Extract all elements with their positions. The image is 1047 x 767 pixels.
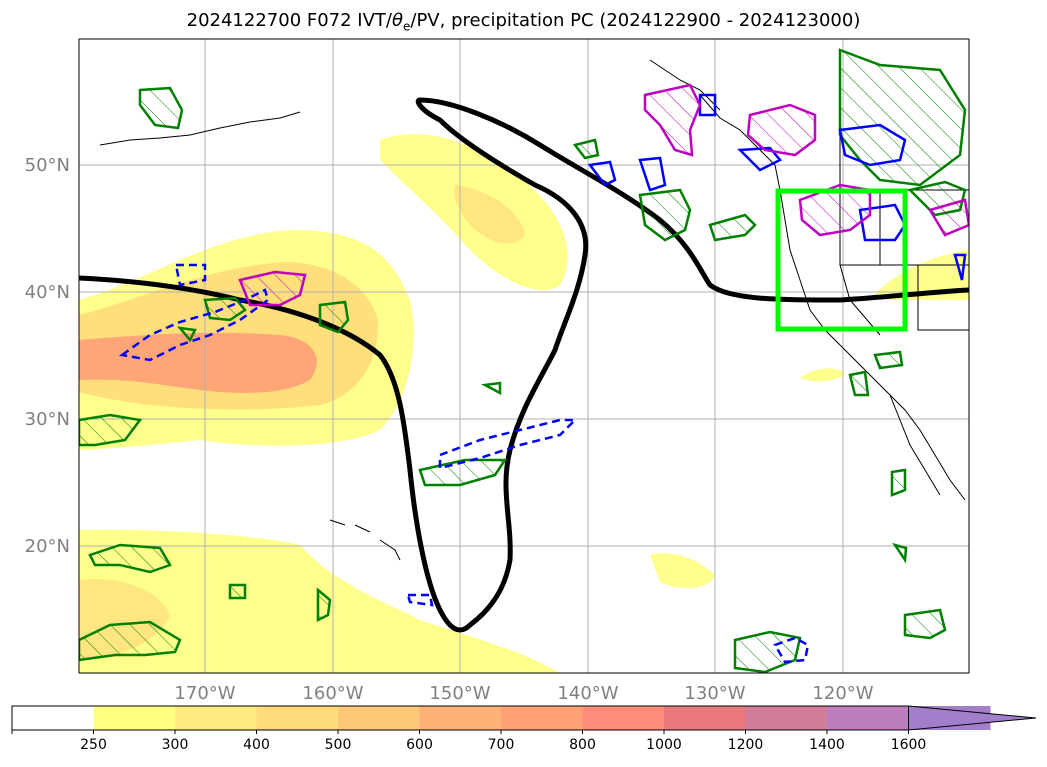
ivt-shading-high [79, 332, 317, 393]
colorbar-segment [175, 706, 257, 730]
lat-label-40: 40°N [25, 282, 70, 303]
colorbar-segment [93, 706, 176, 730]
lon-label-130w: 130°W [684, 683, 745, 704]
colorbar-tick-label: 300 [162, 737, 189, 753]
ivt-shading-mid-ne [454, 185, 525, 244]
colorbar-segment [664, 706, 746, 730]
positive-precip-contours [79, 48, 967, 673]
colorbar-tick-label: 700 [488, 737, 515, 753]
colorbar-segment [338, 706, 420, 730]
ivt-shading-small2 [800, 368, 845, 382]
colorbar-tick-label: 1400 [809, 737, 845, 753]
colorbar-extend-arrow [908, 705, 1037, 731]
colorbar-tick-label: 1200 [728, 737, 764, 753]
colorbar-segment [501, 706, 583, 730]
lon-label-140w: 140°W [557, 683, 618, 704]
title-theta: θ [391, 10, 403, 31]
colorbar: 250 300 400 500 600 700 800 1000 1200 1400 1600 [11, 705, 1037, 753]
title-theta-sub: e [403, 19, 411, 34]
negative-precip-contours [118, 93, 967, 664]
title-main: 2024122700 F072 IVT/ [186, 10, 392, 31]
colorbar-tick-label: 250 [80, 737, 107, 753]
lon-label-170w: 170°W [174, 683, 235, 704]
map-content [79, 39, 969, 673]
colorbar-segment [827, 706, 909, 730]
lat-label-30: 30°N [25, 409, 70, 430]
colorbar-tick-label: 500 [325, 737, 352, 753]
colorbar-segment [745, 706, 828, 730]
colorbar-segment [256, 706, 339, 730]
plot-title: 2024122700 F072 IVT/θe/PV, precipitation… [0, 10, 1047, 34]
colorbar-segment [582, 706, 665, 730]
lat-label-50: 50°N [25, 155, 70, 176]
ivt-shading-small [650, 552, 715, 589]
lon-label-160w: 160°W [302, 683, 363, 704]
lat-label-20: 20°N [25, 536, 70, 557]
lon-label-120w: 120°W [812, 683, 873, 704]
colorbar-tick-label: 400 [243, 737, 270, 753]
ivt-shading-east [870, 250, 969, 300]
target-region-box [775, 188, 908, 332]
magenta-contours [238, 83, 969, 307]
colorbar-tick-label: 800 [569, 737, 596, 753]
colorbar-tick-label: 600 [406, 737, 433, 753]
title-rest: /PV, precipitation PC (2024122900 - 2024… [410, 10, 861, 31]
colorbar-outline [11, 705, 909, 731]
map-frame [78, 38, 970, 674]
colorbar-tick-label: 1000 [646, 737, 682, 753]
lon-label-150w: 150°W [429, 683, 490, 704]
colorbar-segment [419, 706, 502, 730]
colorbar-segment [12, 706, 94, 730]
colorbar-tick-label: 1600 [891, 737, 927, 753]
